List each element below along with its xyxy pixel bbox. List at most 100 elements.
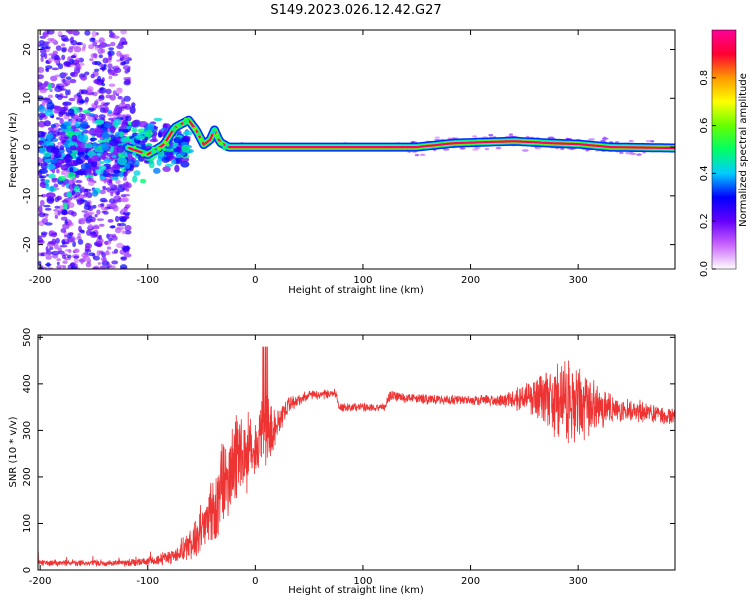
spectrogram-blob (60, 131, 66, 139)
spectrogram-noise-blob (70, 262, 76, 267)
spectrogram-noise-blob (72, 241, 76, 248)
spectrogram-noise-blob (116, 223, 121, 227)
spectrogram-noise-blob (67, 232, 74, 235)
spectrogram-noise-blob (53, 183, 59, 188)
spectrogram-noise-blob (63, 136, 69, 140)
spectrogram-noise-blob (93, 255, 100, 261)
spectrogram-noise-blob (79, 76, 86, 80)
spectrogram-noise-blob (76, 92, 81, 97)
colorbar-tick-label: 0.8 (699, 70, 710, 86)
spectrogram-noise-blob (43, 43, 49, 47)
snr-x-axis-label: Height of straight line (km) (288, 585, 424, 596)
spectrogram-noise-blob (116, 191, 120, 196)
spectrogram-blob (174, 164, 180, 173)
snr-x-tick-label: 300 (569, 576, 588, 587)
spectrogram-blob (84, 154, 89, 161)
spectrogram-bright-dot (157, 147, 162, 151)
spectrogram-blob (84, 143, 93, 149)
spectrogram-noise-blob (114, 67, 122, 74)
spectrogram-noise-blob (97, 44, 104, 49)
spectrogram-noise-blob (109, 198, 116, 204)
snr-y-tick-label: 400 (22, 374, 33, 393)
spectrogram-noise-blob (98, 250, 103, 254)
spectrogram-noise-blob (57, 141, 63, 146)
spectrogram-noise-blob (116, 50, 122, 57)
spectrogram-noise-blob (71, 54, 76, 59)
spectrogram-noise-blob (124, 69, 129, 74)
spectrogram-blob (100, 153, 107, 160)
spectrogram-noise-blob (98, 87, 107, 94)
spectrogram-noise-blob (110, 225, 116, 228)
spectrogram-noise-blob (88, 252, 96, 257)
spectrogram-x-tick-label: 0 (252, 275, 258, 286)
spectrogram-noise-blob (73, 255, 80, 259)
spectrogram-blob (38, 130, 46, 138)
spectrogram-noise-blob (51, 238, 57, 245)
spectrogram-blob (122, 171, 128, 177)
spectrogram-bright-dot (125, 145, 129, 150)
spectrogram-noise-blob (84, 211, 93, 217)
spectrogram-noise-blob (116, 44, 124, 50)
spectrogram-x-tick-label: -200 (29, 275, 52, 286)
spectrogram-noise-blob (104, 252, 111, 255)
spectrogram-marks (38, 30, 675, 269)
snr-y-axis-label: SNR (10 * v/v) (8, 416, 19, 487)
colorbar-tick-label: 0.0 (699, 261, 710, 277)
spectrogram-noise-blob (43, 204, 51, 208)
spectrogram-noise-blob (90, 216, 96, 223)
spectrogram-noise-blob (48, 246, 54, 250)
spectrogram-blob (97, 139, 106, 143)
spectrogram-noise-blob (57, 210, 61, 216)
spectrogram-blob (53, 153, 62, 159)
spectrogram-blob (44, 108, 54, 117)
spectrogram-halo-blob (508, 133, 513, 136)
spectrogram-blob (138, 121, 148, 128)
spectrogram-blob (81, 113, 86, 120)
spectrogram-noise-blob (81, 253, 89, 258)
spectrogram-blob (71, 134, 78, 143)
spectrogram-noise-blob (98, 114, 106, 119)
spectrogram-noise-blob (42, 33, 47, 37)
spectrogram-blob (122, 129, 129, 134)
spectrogram-noise-blob (108, 75, 113, 80)
spectrogram-noise-blob (77, 239, 84, 245)
spectrogram-blob (74, 121, 80, 128)
spectrogram-noise-blob (56, 261, 60, 266)
spectrogram-noise-blob (105, 94, 112, 99)
spectrogram-blob (181, 136, 190, 143)
spectrogram-halo-blob (650, 140, 655, 143)
spectrogram-blob (38, 105, 46, 113)
spectrogram-noise-blob (110, 32, 116, 39)
spectrogram-noise-blob (76, 199, 83, 206)
spectrogram-noise-blob (40, 48, 47, 54)
spectrogram-noise-blob (94, 68, 100, 72)
spectrogram-noise-blob (57, 94, 63, 101)
spectrogram-blob (67, 172, 76, 179)
spectrogram-bright-dot (165, 143, 170, 147)
spectrogram-noise-blob (82, 43, 87, 50)
spectrogram-noise-blob (45, 67, 50, 73)
spectrogram-blob (157, 131, 163, 138)
spectrogram-noise-blob (106, 187, 111, 193)
spectrogram-noise-blob (116, 87, 123, 92)
spectrogram-noise-blob (108, 83, 116, 87)
spectrogram-y-tick-label: -20 (22, 236, 33, 252)
spectrogram-noise-blob (99, 223, 105, 227)
spectrogram-blob (66, 191, 72, 198)
spectrogram-noise-blob (61, 54, 66, 61)
spectrogram-blob (61, 152, 66, 158)
spectrogram-blob (62, 101, 72, 106)
spectrogram-noise-blob (92, 266, 98, 269)
colorbar-gradient (711, 29, 737, 270)
spectrogram-noise-blob (62, 72, 68, 77)
spectrogram-noise-blob (81, 186, 85, 193)
spectrogram-noise-blob (64, 249, 72, 252)
spectrogram-noise-blob (87, 224, 94, 230)
spectrogram-bright-dot (192, 127, 196, 131)
spectrogram-noise-blob (121, 208, 126, 212)
spectrogram-blob (156, 158, 162, 166)
spectrogram-blob (40, 136, 45, 140)
spectrogram-blob (122, 182, 132, 189)
spectrogram-blob (63, 154, 73, 163)
spectrogram-noise-blob (40, 178, 46, 182)
